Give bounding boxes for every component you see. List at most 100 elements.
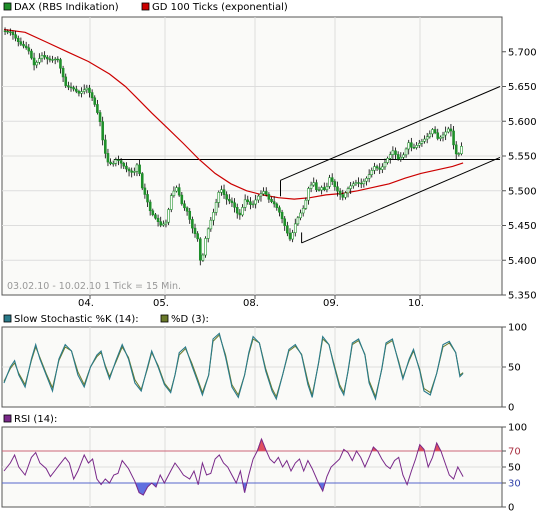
stoch-legend-swatch-k xyxy=(3,314,12,323)
candle-up xyxy=(38,58,41,63)
candle-down xyxy=(357,182,360,184)
candle-up xyxy=(251,203,255,206)
candle-up xyxy=(291,232,294,240)
candle-down xyxy=(22,43,25,47)
candle-up xyxy=(417,143,421,146)
candle-up xyxy=(133,171,136,173)
candle-down xyxy=(19,41,23,45)
candle-down xyxy=(410,142,413,148)
candle-up xyxy=(175,187,178,192)
candle-down xyxy=(235,207,239,214)
candle-up xyxy=(220,189,223,193)
candle-down xyxy=(267,194,271,200)
candle-up xyxy=(167,209,170,223)
candle-down xyxy=(433,129,437,134)
candle-up xyxy=(254,199,257,205)
candle-up xyxy=(85,87,89,91)
candle-down xyxy=(286,225,289,234)
candle-down xyxy=(72,87,75,90)
price-x-axis: 04. 05. 08. 09. 10. xyxy=(78,295,424,309)
candle-up xyxy=(344,192,347,198)
candle-down xyxy=(375,166,379,169)
candle-down xyxy=(143,187,147,195)
candle-up xyxy=(241,207,244,216)
candle-up xyxy=(209,219,213,230)
candle-up xyxy=(425,136,429,140)
candle-up xyxy=(259,193,263,197)
candle-up xyxy=(431,129,434,135)
candle-down xyxy=(45,56,49,60)
candle-down xyxy=(3,30,7,32)
candle-down xyxy=(138,164,141,174)
candle-down xyxy=(359,182,363,185)
candle-up xyxy=(214,202,218,213)
candle-up xyxy=(212,212,215,221)
candle-down xyxy=(104,139,107,154)
rsi-y-tick-label: 30 xyxy=(508,479,521,490)
stoch-k-line xyxy=(3,332,464,401)
candle-up xyxy=(309,184,313,189)
candle-down xyxy=(48,58,52,61)
candle-up xyxy=(172,190,176,196)
candle-up xyxy=(82,89,86,92)
candle-down xyxy=(228,198,231,202)
candle-down xyxy=(270,199,273,202)
candle-down xyxy=(198,238,202,261)
candle-up xyxy=(362,180,366,185)
candle-up xyxy=(243,199,247,208)
candle-up xyxy=(164,221,168,225)
candle-down xyxy=(322,187,326,190)
stoch-y-tick-label: 0 xyxy=(508,403,514,414)
candle-up xyxy=(399,156,403,160)
candle-down xyxy=(280,211,284,220)
candle-down xyxy=(436,132,440,139)
candle-down xyxy=(109,161,112,165)
stoch-legend: Slow Stochastic %K (14): %D (3): xyxy=(3,314,209,325)
candle-up xyxy=(301,208,305,214)
candle-up xyxy=(307,188,310,201)
candle-down xyxy=(98,112,102,122)
candle-down xyxy=(272,201,276,205)
candle-up xyxy=(217,192,221,203)
candle-up xyxy=(420,141,424,144)
rsi-y-axis: 100 70 50 30 0 xyxy=(502,423,527,514)
candle-up xyxy=(51,59,54,61)
candle-down xyxy=(59,59,62,69)
candle-down xyxy=(191,219,194,229)
price-y-tick-label: 5.350 xyxy=(508,291,537,302)
stoch-lines xyxy=(3,332,464,401)
candle-up xyxy=(328,177,331,187)
candle-down xyxy=(69,86,73,89)
candle-up xyxy=(201,254,205,261)
candle-down xyxy=(452,130,455,146)
candle-down xyxy=(117,159,120,161)
candle-up xyxy=(439,136,442,139)
stoch-legend-d: %D (3): xyxy=(171,314,209,325)
candle-down xyxy=(16,37,20,42)
candle-down xyxy=(454,144,458,155)
price-x-tick-label: 10. xyxy=(408,298,424,309)
candle-down xyxy=(119,160,123,164)
candle-up xyxy=(407,142,411,150)
candle-up xyxy=(349,185,352,189)
candle-down xyxy=(249,201,252,205)
candle-up xyxy=(162,223,165,226)
candle-down xyxy=(43,55,46,58)
candle-up xyxy=(370,170,374,175)
price-y-tick-label: 5.450 xyxy=(508,221,537,232)
candle-up xyxy=(381,166,384,170)
price-legend: DAX (RBS Indikation) GD 100 Ticks (expon… xyxy=(3,2,288,13)
candle-down xyxy=(330,177,334,182)
candle-up xyxy=(206,228,210,239)
ema-line xyxy=(3,28,464,200)
rsi-legend-label: RSI (14): xyxy=(14,414,57,425)
price-y-tick-label: 5.600 xyxy=(508,117,537,128)
candle-down xyxy=(412,147,416,149)
candle-down xyxy=(148,201,152,212)
candle-down xyxy=(61,67,65,78)
candle-down xyxy=(196,233,199,240)
candle-up xyxy=(457,153,461,155)
candle-up xyxy=(386,158,389,163)
candle-down xyxy=(88,87,91,93)
